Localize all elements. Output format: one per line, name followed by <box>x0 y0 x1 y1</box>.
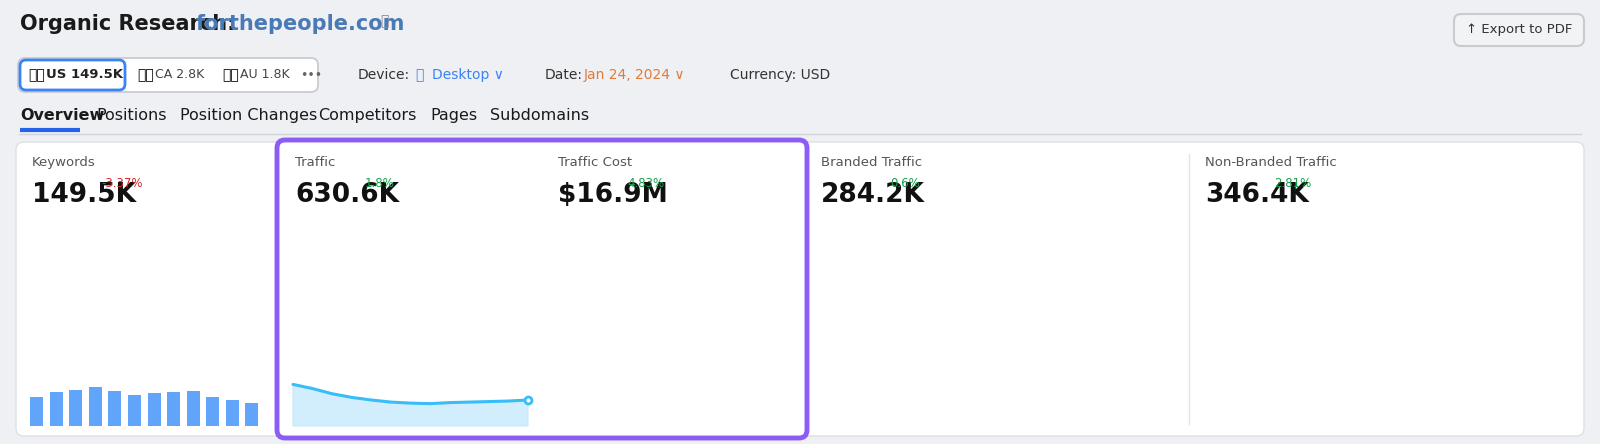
Text: $16.9M: $16.9M <box>558 182 667 208</box>
Bar <box>226 400 238 426</box>
Text: 149.5K: 149.5K <box>32 182 136 208</box>
Text: Branded Traffic: Branded Traffic <box>821 156 922 169</box>
Text: ↑ Export to PDF: ↑ Export to PDF <box>1466 24 1573 36</box>
Bar <box>147 393 160 426</box>
Bar <box>206 397 219 426</box>
Text: CA 2.8K: CA 2.8K <box>155 68 205 82</box>
Text: 346.4K: 346.4K <box>1205 182 1309 208</box>
Text: US 149.5K: US 149.5K <box>46 68 123 82</box>
Text: 🇨🇦: 🇨🇦 <box>138 68 154 82</box>
FancyBboxPatch shape <box>19 60 125 90</box>
Text: 4.83%: 4.83% <box>627 177 664 190</box>
Polygon shape <box>293 385 528 426</box>
Bar <box>69 389 82 426</box>
Text: Traffic: Traffic <box>294 156 336 169</box>
FancyBboxPatch shape <box>1454 14 1584 46</box>
Text: Organic Research:: Organic Research: <box>19 14 243 34</box>
Text: 🇦🇺: 🇦🇺 <box>222 68 238 82</box>
Text: Date:: Date: <box>546 68 582 82</box>
Text: 0.6%: 0.6% <box>890 177 920 190</box>
Text: Pages: Pages <box>430 108 477 123</box>
Text: Jan 24, 2024 ∨: Jan 24, 2024 ∨ <box>584 68 685 82</box>
Text: Traffic Cost: Traffic Cost <box>558 156 632 169</box>
Text: forthepeople.com: forthepeople.com <box>195 14 405 34</box>
Text: Keywords: Keywords <box>32 156 96 169</box>
Bar <box>109 391 122 426</box>
Text: •••: ••• <box>301 68 322 82</box>
Text: Non-Branded Traffic: Non-Branded Traffic <box>1205 156 1336 169</box>
Text: 🇺🇸: 🇺🇸 <box>29 68 45 82</box>
FancyBboxPatch shape <box>277 140 806 438</box>
Text: Position Changes: Position Changes <box>179 108 317 123</box>
Bar <box>50 392 62 426</box>
Text: 630.6K: 630.6K <box>294 182 398 208</box>
Text: ⎋: ⎋ <box>381 14 389 28</box>
Bar <box>128 395 141 426</box>
Text: Desktop ∨: Desktop ∨ <box>432 68 504 82</box>
Text: Positions: Positions <box>96 108 166 123</box>
Text: Currency: USD: Currency: USD <box>730 68 830 82</box>
Text: 🖥: 🖥 <box>414 68 424 82</box>
Text: Overview: Overview <box>19 108 104 123</box>
Text: 1.8%: 1.8% <box>365 177 394 190</box>
Text: AU 1.8K: AU 1.8K <box>240 68 290 82</box>
Text: Device:: Device: <box>358 68 410 82</box>
Text: Subdomains: Subdomains <box>490 108 589 123</box>
Text: 2.81%: 2.81% <box>1274 177 1312 190</box>
Bar <box>166 392 181 426</box>
Bar <box>88 387 102 426</box>
Bar <box>30 397 43 426</box>
Text: -3.37%: -3.37% <box>101 177 142 190</box>
Bar <box>245 403 259 426</box>
Bar <box>187 391 200 426</box>
FancyBboxPatch shape <box>16 142 1584 436</box>
FancyBboxPatch shape <box>18 58 318 92</box>
Text: Competitors: Competitors <box>318 108 416 123</box>
Text: 284.2K: 284.2K <box>821 182 925 208</box>
